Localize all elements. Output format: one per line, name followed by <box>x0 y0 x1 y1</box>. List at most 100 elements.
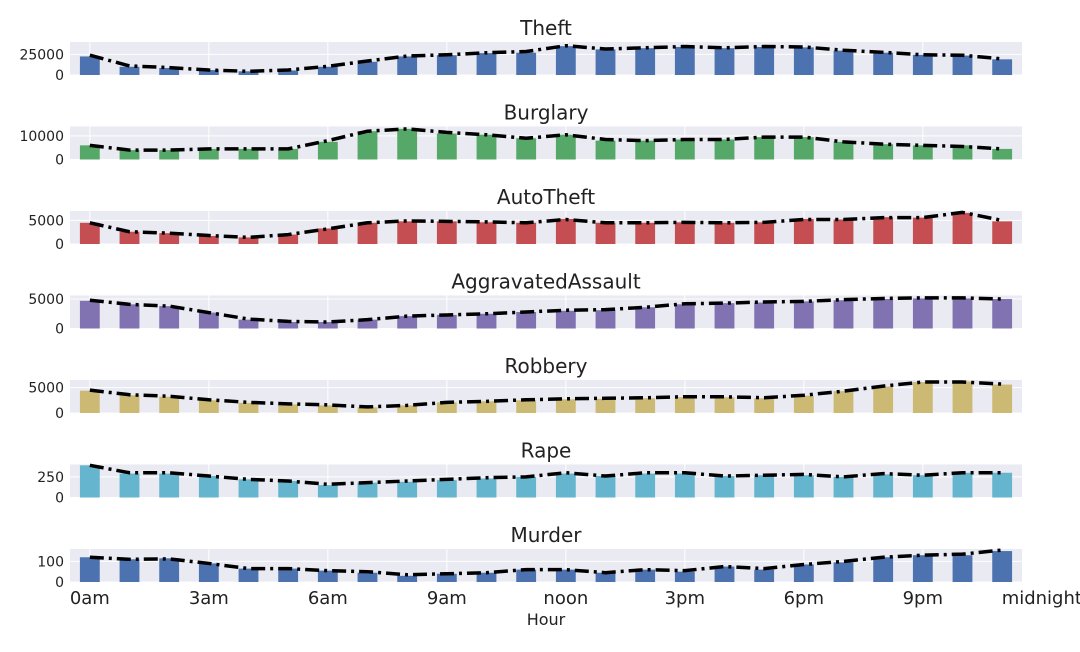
x-tick-label: 3am <box>189 588 229 609</box>
y-tick-label: 0 <box>55 68 64 84</box>
bar-aggravatedassault-2 <box>159 306 180 329</box>
bar-rape-4 <box>238 479 259 498</box>
bar-rape-5 <box>278 481 299 498</box>
bar-robbery-8 <box>397 405 418 413</box>
bar-aggravatedassault-6 <box>317 322 338 329</box>
bar-aggravatedassault-15 <box>674 304 695 329</box>
bar-robbery-6 <box>317 405 338 413</box>
panel-autotheft: 0 5000 AutoTheft <box>28 185 1043 253</box>
x-tick-label: noon <box>543 588 588 609</box>
bar-theft-22 <box>952 55 973 75</box>
bar-burglary-20 <box>873 144 894 160</box>
bar-autotheft-15 <box>674 222 695 244</box>
panel-title: AggravatedAssault <box>451 270 640 294</box>
bar-rape-10 <box>476 478 497 498</box>
bar-autotheft-4 <box>238 237 259 244</box>
y-tick-label: 250 <box>37 470 64 486</box>
bar-theft-10 <box>476 53 497 75</box>
bar-aggravatedassault-20 <box>873 299 894 329</box>
bar-robbery-0 <box>79 390 100 413</box>
bar-aggravatedassault-23 <box>992 299 1013 329</box>
bar-murder-19 <box>833 562 854 582</box>
bar-rape-9 <box>436 480 457 498</box>
bar-robbery-21 <box>912 382 933 413</box>
y-tick-label: 0 <box>55 153 64 169</box>
bar-burglary-10 <box>476 134 497 160</box>
bar-aggravatedassault-21 <box>912 298 933 329</box>
bar-theft-12 <box>555 46 576 75</box>
bar-aggravatedassault-9 <box>436 314 457 329</box>
bar-burglary-1 <box>119 150 140 160</box>
bar-murder-16 <box>714 566 735 582</box>
trend-line-robbery <box>89 380 1003 409</box>
y-tick-label: 0 <box>55 322 64 338</box>
bar-murder-22 <box>952 555 973 582</box>
trend-line-theft <box>89 43 1003 74</box>
bar-rape-18 <box>793 475 814 498</box>
bar-autotheft-9 <box>436 221 457 244</box>
bar-robbery-16 <box>714 397 735 413</box>
trend-line-aggravatedassault <box>89 296 1003 324</box>
bar-autotheft-5 <box>278 234 299 244</box>
x-tick-label: 0am <box>70 588 110 609</box>
bar-burglary-8 <box>397 128 418 160</box>
bar-robbery-10 <box>476 401 497 413</box>
bar-murder-2 <box>159 558 180 582</box>
bar-autotheft-6 <box>317 228 338 244</box>
bar-rape-13 <box>595 476 616 498</box>
bar-aggravatedassault-10 <box>476 313 497 329</box>
x-tick-label: 3pm <box>665 588 705 609</box>
bar-autotheft-0 <box>79 222 100 244</box>
bar-robbery-20 <box>873 386 894 413</box>
bar-theft-3 <box>198 70 219 75</box>
bar-rape-23 <box>992 472 1013 498</box>
plot-area <box>70 295 1022 329</box>
bar-aggravatedassault-1 <box>119 304 140 329</box>
bar-autotheft-8 <box>397 221 418 244</box>
x-tick-label: 9am <box>427 588 467 609</box>
bar-aggravatedassault-7 <box>357 319 378 329</box>
bar-autotheft-19 <box>833 219 854 244</box>
panel-burglary: 0 10000 Burglary <box>19 101 1043 169</box>
panel-title: Rape <box>521 439 572 463</box>
bar-autotheft-20 <box>873 217 894 244</box>
bar-rape-7 <box>357 482 378 498</box>
bar-murder-12 <box>555 569 576 582</box>
bar-aggravatedassault-13 <box>595 310 616 329</box>
y-tick-label: 25000 <box>19 47 64 63</box>
bar-burglary-12 <box>555 134 576 160</box>
bar-theft-11 <box>516 52 537 75</box>
panel-rape: 0 250 Rape <box>37 439 1043 507</box>
bar-aggravatedassault-8 <box>397 316 418 329</box>
panel-title: AutoTheft <box>497 185 595 209</box>
bar-robbery-17 <box>754 398 775 413</box>
bar-theft-1 <box>119 66 140 75</box>
bar-rape-19 <box>833 476 854 498</box>
bar-murder-1 <box>119 559 140 582</box>
panel-aggravatedassault: 0 5000 AggravatedAssault <box>28 270 1043 338</box>
panel-robbery: 0 5000 Robbery <box>28 354 1043 422</box>
bar-rape-8 <box>397 481 418 498</box>
bar-rape-3 <box>198 476 219 498</box>
bar-aggravatedassault-16 <box>714 303 735 329</box>
bar-murder-6 <box>317 570 338 582</box>
bar-burglary-16 <box>714 139 735 160</box>
bar-aggravatedassault-5 <box>278 322 299 329</box>
bar-burglary-9 <box>436 133 457 160</box>
bar-aggravatedassault-4 <box>238 319 259 329</box>
bar-murder-14 <box>635 569 656 582</box>
panel-title: Burglary <box>504 101 589 125</box>
bar-autotheft-18 <box>793 219 814 244</box>
bar-robbery-19 <box>833 391 854 413</box>
bar-burglary-23 <box>992 148 1013 160</box>
y-tick-label: 0 <box>55 575 64 591</box>
bar-murder-9 <box>436 573 457 582</box>
bar-burglary-14 <box>635 140 656 160</box>
bar-aggravatedassault-12 <box>555 310 576 329</box>
bar-rape-1 <box>119 473 140 498</box>
x-axis-label: Hour <box>527 610 566 629</box>
bar-robbery-9 <box>436 402 457 413</box>
bar-theft-21 <box>912 54 933 75</box>
